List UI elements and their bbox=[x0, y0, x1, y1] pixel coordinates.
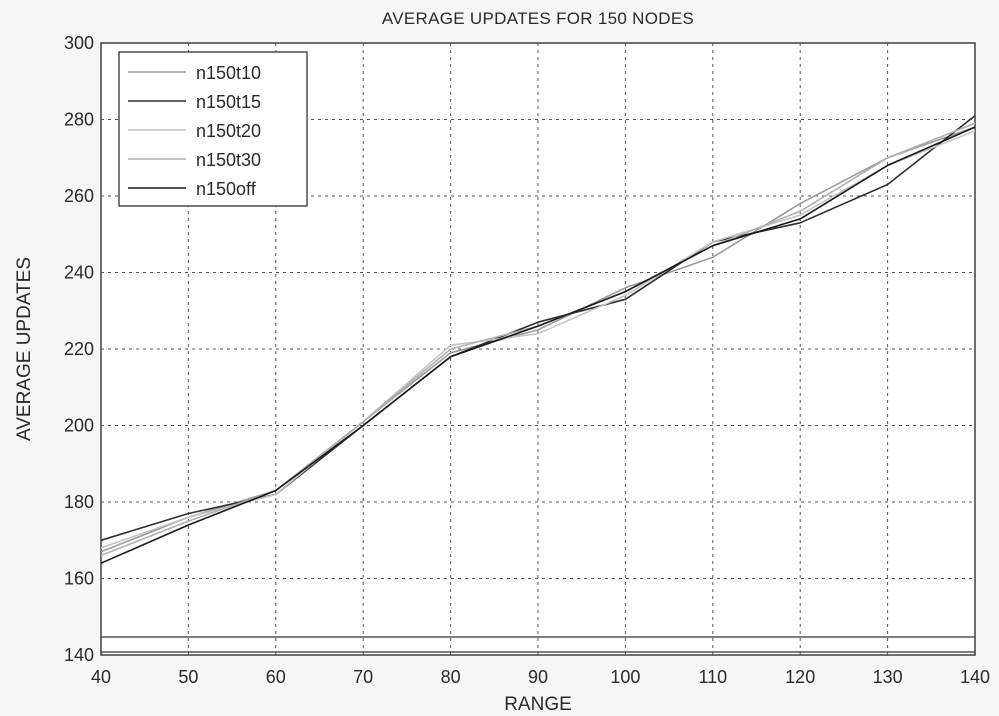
x-tick-label: 80 bbox=[441, 667, 461, 687]
y-tick-label: 260 bbox=[64, 186, 94, 206]
y-tick-label: 140 bbox=[64, 645, 94, 665]
series-lines bbox=[100, 115, 976, 564]
y-tick-label: 300 bbox=[64, 33, 94, 53]
x-tick-label: 110 bbox=[698, 667, 727, 687]
x-tick-labels: 40 50 60 70 80 90 100 110 120 130 140 bbox=[91, 667, 990, 687]
y-tick-label: 200 bbox=[64, 416, 94, 436]
x-tick-label: 70 bbox=[353, 667, 373, 687]
y-tick-label: 240 bbox=[64, 263, 94, 283]
x-tick-label: 140 bbox=[960, 667, 990, 687]
series-line-n150t10 bbox=[100, 126, 976, 553]
series-line-n150off bbox=[100, 126, 976, 564]
y-tick-label: 180 bbox=[64, 492, 94, 512]
legend-label-n150t30: n150t30 bbox=[196, 150, 261, 170]
x-tick-label: 90 bbox=[528, 667, 548, 687]
legend-label-n150t10: n150t10 bbox=[196, 63, 261, 83]
x-tick-label: 100 bbox=[610, 667, 640, 687]
y-tick-label: 160 bbox=[64, 569, 94, 589]
grid-lines bbox=[101, 43, 975, 655]
x-tick-label: 130 bbox=[873, 667, 903, 687]
x-tick-label: 50 bbox=[178, 667, 198, 687]
x-axis-label: RANGE bbox=[504, 694, 572, 715]
baseline-band bbox=[101, 636, 975, 653]
legend-label-n150off: n150off bbox=[196, 179, 257, 199]
legend-label-n150t15: n150t15 bbox=[196, 92, 261, 112]
y-tick-label: 280 bbox=[64, 110, 94, 130]
x-tick-label: 120 bbox=[785, 667, 815, 687]
x-tick-label: 40 bbox=[91, 667, 111, 687]
legend: n150t10 n150t15 n150t20 n150t30 n150off bbox=[118, 51, 308, 207]
x-tick-label: 60 bbox=[266, 667, 286, 687]
y-tick-labels: 140 160 180 200 220 240 260 280 300 bbox=[64, 33, 94, 665]
y-tick-label: 220 bbox=[64, 339, 94, 359]
legend-label-n150t20: n150t20 bbox=[196, 121, 261, 141]
y-axis-label: AVERAGE UPDATES bbox=[14, 257, 35, 441]
chart-title: AVERAGE UPDATES FOR 150 NODES bbox=[382, 9, 694, 28]
legend-box bbox=[118, 51, 308, 207]
